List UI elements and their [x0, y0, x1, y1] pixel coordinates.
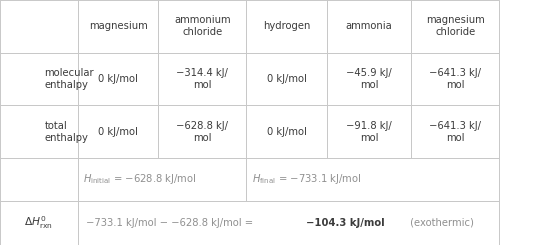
- Text: hydrogen: hydrogen: [263, 21, 311, 31]
- Text: 0 kJ/mol: 0 kJ/mol: [98, 74, 138, 84]
- Text: −104.3 kJ/mol: −104.3 kJ/mol: [306, 218, 384, 228]
- Text: 0 kJ/mol: 0 kJ/mol: [267, 127, 307, 137]
- Text: −628.8 kJ/
mol: −628.8 kJ/ mol: [176, 121, 228, 143]
- Text: ammonium
chloride: ammonium chloride: [174, 15, 231, 37]
- Text: total
enthalpy: total enthalpy: [44, 121, 88, 143]
- Text: (exothermic): (exothermic): [407, 218, 474, 228]
- Text: molecular
enthalpy: molecular enthalpy: [44, 68, 94, 90]
- Text: −641.3 kJ/
mol: −641.3 kJ/ mol: [429, 121, 481, 143]
- Text: −641.3 kJ/
mol: −641.3 kJ/ mol: [429, 68, 481, 90]
- Text: magnesium
chloride: magnesium chloride: [426, 15, 485, 37]
- Text: 0 kJ/mol: 0 kJ/mol: [98, 127, 138, 137]
- Text: $\mathit{H}_{\mathrm{initial}}$ = −628.8 kJ/mol: $\mathit{H}_{\mathrm{initial}}$ = −628.8…: [83, 172, 197, 186]
- Text: $\Delta H^0_{\mathrm{rxn}}$: $\Delta H^0_{\mathrm{rxn}}$: [24, 215, 53, 231]
- Text: −91.8 kJ/
mol: −91.8 kJ/ mol: [346, 121, 392, 143]
- Text: −45.9 kJ/
mol: −45.9 kJ/ mol: [346, 68, 392, 90]
- Text: −314.4 kJ/
mol: −314.4 kJ/ mol: [176, 68, 228, 90]
- Text: −733.1 kJ/mol − −628.8 kJ/mol =: −733.1 kJ/mol − −628.8 kJ/mol =: [86, 218, 256, 228]
- Text: $\mathit{H}_{\mathrm{final}}$ = −733.1 kJ/mol: $\mathit{H}_{\mathrm{final}}$ = −733.1 k…: [252, 172, 362, 186]
- Text: magnesium: magnesium: [89, 21, 147, 31]
- Text: 0 kJ/mol: 0 kJ/mol: [267, 74, 307, 84]
- Text: ammonia: ammonia: [346, 21, 392, 31]
